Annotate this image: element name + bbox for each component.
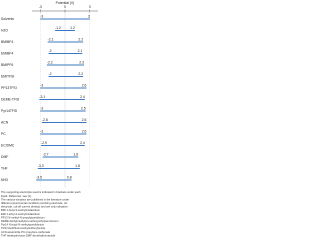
low-label: -3 — [40, 14, 43, 18]
category-label: PP13TFSI — [1, 86, 17, 90]
high-label: 2.6 — [82, 83, 87, 87]
category-label: Solvents — [1, 17, 14, 21]
category-label: DMF — [1, 155, 8, 159]
footnote: DEME diethylmethyl(2-methoxyethyl)ammoni… — [1, 219, 59, 223]
low-label: -3.3 — [38, 164, 44, 168]
footnote: TFSI bis(trifluoromethylsulfonyl)imide — [1, 226, 46, 230]
category-label: NH3 — [1, 178, 8, 182]
low-label: -2 — [49, 72, 52, 76]
category-label: H2O — [1, 28, 8, 32]
footnote: THF tetrahydrofuran DMF dimethylformamid… — [1, 233, 56, 237]
footnote: EMI 1-ethyl-3-methylimidazolium — [1, 212, 41, 216]
category-label: THF — [1, 166, 8, 170]
chart: Potential (V) -3 0 3 Solvents -3 3 H2O -1.2 1.2 B… — [1, 1, 98, 237]
low-label: -3.5 — [36, 175, 42, 179]
page: {"chart_data": {"type": "range", "title"… — [0, 0, 100, 237]
footnote: ACN acetonitrile PC propylene carbonate — [1, 230, 51, 234]
category-label: BMIPF6 — [1, 63, 13, 67]
x-tick-label: 3 — [89, 5, 91, 9]
low-label: -2 — [49, 49, 52, 53]
high-label: 2.2 — [78, 72, 83, 76]
low-label: -3 — [40, 106, 43, 110]
high-label: 2.1 — [78, 49, 83, 53]
low-label: -3 — [40, 83, 43, 87]
high-label: 2.6 — [82, 129, 87, 133]
category-label: Pyr14TFSI — [1, 109, 17, 113]
high-label: 1.8 — [75, 164, 80, 168]
category-label: EC/DMC — [1, 143, 15, 147]
low-label: -2.7 — [43, 152, 49, 156]
high-label: 2.4 — [80, 95, 85, 99]
high-label: 1.6 — [73, 152, 78, 156]
x-tick-label: -3 — [39, 5, 42, 9]
category-label: EMITFSI — [1, 74, 14, 78]
category-label: EMIBF4 — [1, 51, 13, 55]
low-label: -2.9 — [41, 141, 47, 145]
low-label: -3 — [40, 129, 43, 133]
high-label: 2.2 — [78, 37, 83, 41]
high-label: 2.4 — [80, 141, 85, 145]
footnote: different experimental conditions (worki… — [1, 201, 68, 205]
high-label: 3 — [88, 14, 90, 18]
footnote: electrode, cut-off current density) and … — [1, 205, 69, 209]
high-label: 2.5 — [81, 106, 86, 110]
footnote: liquid. Reference: see [1]. — [1, 194, 32, 198]
footnote: PP13 N-methyl-N-propylpiperidinium — [1, 215, 45, 219]
low-label: -2.2 — [47, 60, 53, 64]
high-label: 2.6 — [82, 118, 87, 122]
low-label: -3.1 — [39, 95, 45, 99]
high-label: 2.3 — [79, 60, 84, 64]
footnote: BMI 1-butyl-3-methylimidazolium — [1, 208, 41, 212]
low-label: -2.8 — [42, 118, 48, 122]
category-label: BMIBF4 — [1, 40, 13, 44]
high-label: 0.8 — [67, 175, 72, 179]
chart-title: Potential (V) — [56, 1, 75, 5]
footnote: The various windows are published in the… — [1, 197, 69, 201]
low-label: -2.1 — [48, 37, 54, 41]
low-label: -1.2 — [55, 26, 61, 30]
category-label: PC — [1, 132, 6, 136]
footnote: The supporting electrolyte used is indic… — [1, 190, 81, 194]
category-label: ACN — [1, 120, 9, 124]
high-label: 1.2 — [70, 26, 75, 30]
category-label: DEME-TFSI — [1, 97, 19, 101]
x-tick-label: 0 — [64, 5, 66, 9]
footnote: Pyr14 N-butyl-N-methylpyrrolidinium — [1, 223, 45, 227]
